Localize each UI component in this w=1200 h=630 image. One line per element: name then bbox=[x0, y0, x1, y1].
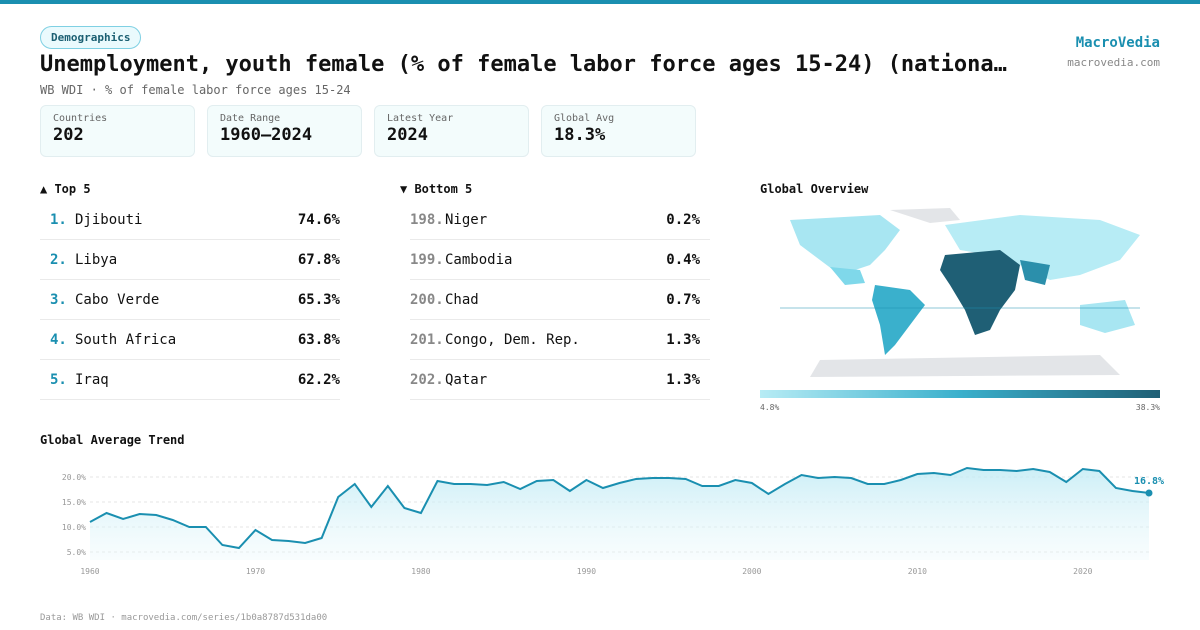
country: Congo, Dem. Rep. bbox=[445, 332, 580, 348]
stat-value: 2024 bbox=[387, 125, 428, 145]
value: 65.3% bbox=[297, 292, 340, 308]
subtitle: WB WDI · % of female labor force ages 15… bbox=[40, 83, 351, 97]
rank-row: 2. Libya 67.8% bbox=[40, 240, 340, 280]
end-point bbox=[1145, 489, 1153, 497]
x-tick-label: 1960 bbox=[80, 567, 99, 576]
rank: 200. bbox=[410, 292, 444, 308]
x-tick-label: 2020 bbox=[1073, 567, 1092, 576]
middle-east bbox=[1020, 260, 1050, 285]
stat-value: 1960–2024 bbox=[220, 125, 313, 145]
stat-value: 18.3% bbox=[554, 125, 606, 145]
stat-card: Latest Year 2024 bbox=[374, 105, 529, 157]
rank-row: 199. Cambodia 0.4% bbox=[410, 240, 710, 280]
value: 62.2% bbox=[297, 372, 340, 388]
rank-row: 200. Chad 0.7% bbox=[410, 280, 710, 320]
rank-row: 1. Djibouti 74.6% bbox=[40, 200, 340, 240]
site[interactable]: macrovedia.com bbox=[1067, 56, 1160, 69]
x-tick-label: 2010 bbox=[908, 567, 927, 576]
y-tick-label: 20.0% bbox=[62, 473, 86, 482]
brand[interactable]: MacroVedia bbox=[1075, 35, 1160, 51]
rank: 199. bbox=[410, 252, 444, 268]
rank: 3. bbox=[50, 292, 67, 308]
rank-row: 198. Niger 0.2% bbox=[410, 200, 710, 240]
rank-row: 202. Qatar 1.3% bbox=[410, 360, 710, 400]
eurasia bbox=[945, 215, 1140, 280]
value: 1.3% bbox=[666, 332, 700, 348]
rank: 2. bbox=[50, 252, 67, 268]
section-title: Global Overview bbox=[760, 182, 869, 196]
country: Qatar bbox=[445, 372, 488, 388]
north-america bbox=[790, 215, 900, 275]
value: 0.2% bbox=[666, 212, 700, 228]
value: 74.6% bbox=[297, 212, 340, 228]
rank: 201. bbox=[410, 332, 444, 348]
x-tick-label: 1990 bbox=[577, 567, 596, 576]
value: 63.8% bbox=[297, 332, 340, 348]
line bbox=[89, 466, 1150, 550]
page-title: Unemployment, youth female (% of female … bbox=[40, 52, 1007, 77]
y-tick-label: 10.0% bbox=[62, 523, 86, 532]
value: 0.7% bbox=[666, 292, 700, 308]
country: South Africa bbox=[75, 332, 177, 348]
rank: 198. bbox=[410, 212, 444, 228]
x-tick-label: 2000 bbox=[742, 567, 761, 576]
country: Chad bbox=[445, 292, 479, 308]
central-america bbox=[830, 267, 865, 285]
value: 67.8% bbox=[297, 252, 340, 268]
country: Libya bbox=[75, 252, 118, 268]
x-tick-label: 1980 bbox=[411, 567, 430, 576]
rank-row: 5. Iraq 62.2% bbox=[40, 360, 340, 400]
rank: 5. bbox=[50, 372, 67, 388]
country: Cabo Verde bbox=[75, 292, 160, 308]
chart-title: Global Average Trend bbox=[40, 433, 185, 447]
top-bar bbox=[0, 0, 1200, 4]
section-title: ▲ Top 5 bbox=[40, 182, 91, 196]
stat-label: Global Avg bbox=[554, 113, 615, 124]
country: Niger bbox=[445, 212, 488, 228]
rank-row: 4. South Africa 63.8% bbox=[40, 320, 340, 360]
x-tick-label: 1970 bbox=[246, 567, 265, 576]
stat-label: Latest Year bbox=[387, 113, 454, 124]
stat-label: Date Range bbox=[220, 113, 281, 124]
area bbox=[90, 468, 1149, 560]
stat-label: Countries bbox=[53, 113, 108, 124]
trend-chart: 5.0% 10.0% 15.0% 20.0% 1960 1970 1980 1990 2000 2… bbox=[62, 466, 1164, 576]
country: Djibouti bbox=[75, 212, 143, 228]
value: 1.3% bbox=[666, 372, 700, 388]
rank-row: 201. Congo, Dem. Rep. 1.3% bbox=[410, 320, 710, 360]
stat-card: Global Avg 18.3% bbox=[541, 105, 696, 157]
scale-min: 4.8% bbox=[760, 403, 780, 412]
world-map bbox=[780, 208, 1140, 377]
color-scale bbox=[760, 390, 1160, 398]
y-tick-label: 5.0% bbox=[67, 548, 86, 557]
value: 0.4% bbox=[666, 252, 700, 268]
australia bbox=[1080, 300, 1135, 333]
stat-card: Countries 202 bbox=[40, 105, 195, 157]
rank: 4. bbox=[50, 332, 67, 348]
antarctica bbox=[810, 355, 1120, 377]
footer: Data: WB WDI · macrovedia.com/series/1b0… bbox=[40, 613, 328, 623]
y-tick-label: 15.0% bbox=[62, 498, 86, 507]
africa bbox=[940, 250, 1020, 335]
rank: 202. bbox=[410, 372, 444, 388]
category-tag[interactable]: Demographics bbox=[40, 26, 142, 49]
rank-row: 3. Cabo Verde 65.3% bbox=[40, 280, 340, 320]
stat-card: Date Range 1960–2024 bbox=[207, 105, 362, 157]
south-america bbox=[872, 285, 925, 355]
country: Cambodia bbox=[445, 252, 513, 268]
section-title: ▼ Bottom 5 bbox=[400, 182, 473, 196]
stat-value: 202 bbox=[53, 125, 84, 145]
rank: 1. bbox=[50, 212, 67, 228]
value-label: 16.8% bbox=[1134, 476, 1164, 487]
scale-max: 38.3% bbox=[1135, 403, 1160, 412]
country: Iraq bbox=[75, 372, 109, 388]
greenland bbox=[890, 208, 960, 223]
